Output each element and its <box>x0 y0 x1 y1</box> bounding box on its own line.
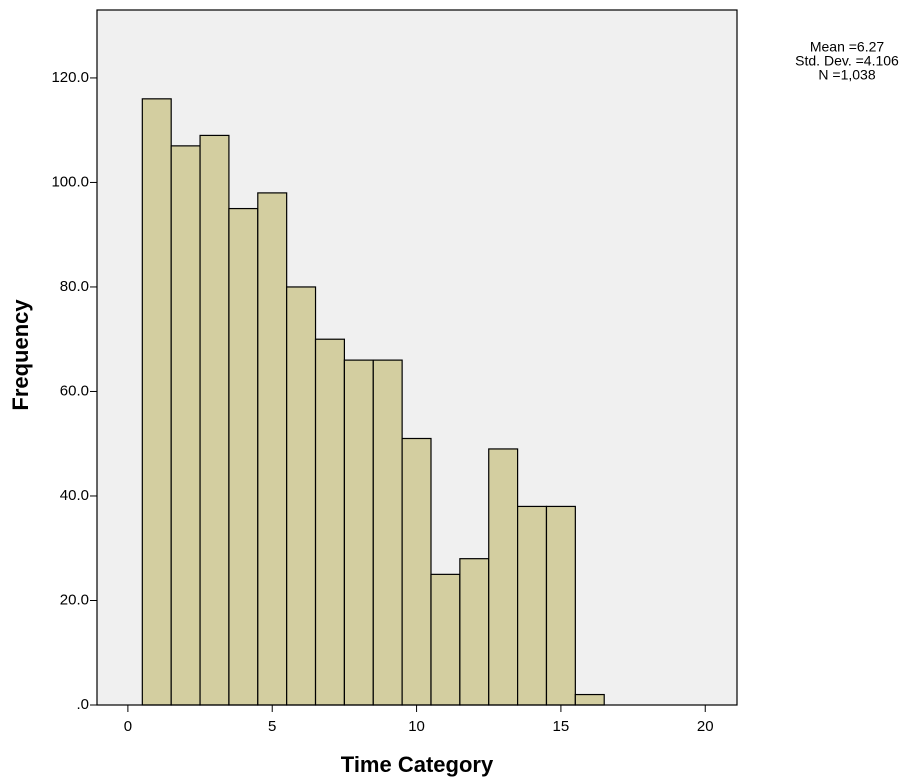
y-tick-label: 60.0 <box>60 382 89 399</box>
stat-annotation: Mean =6.27 <box>810 39 885 55</box>
stat-annotation: N =1,038 <box>818 67 875 83</box>
x-tick-label: 20 <box>697 718 714 735</box>
bar <box>228 207 259 706</box>
bar <box>459 558 490 706</box>
bar <box>286 286 317 706</box>
bar <box>517 505 548 706</box>
bar <box>257 192 288 706</box>
y-tick-label: 100.0 <box>51 173 89 190</box>
y-tick-label: 20.0 <box>60 591 89 608</box>
bar <box>574 693 605 706</box>
y-axis-title: Frequency <box>8 299 33 411</box>
y-tick-label: 80.0 <box>60 278 89 295</box>
bar <box>430 573 461 706</box>
bar <box>199 134 230 706</box>
y-tick-label: 120.0 <box>51 69 89 86</box>
bar <box>372 359 403 706</box>
bar <box>141 98 172 706</box>
x-tick-label: 10 <box>408 718 425 735</box>
bar <box>401 437 432 706</box>
bar <box>314 338 345 706</box>
x-axis-title: Time Category <box>341 752 494 777</box>
x-tick-label: 0 <box>124 718 132 735</box>
x-tick-label: 5 <box>268 718 276 735</box>
bar <box>343 359 374 706</box>
y-tick-label: .0 <box>76 696 89 713</box>
x-tick-label: 15 <box>553 718 570 735</box>
bar <box>488 448 519 706</box>
y-tick-label: 40.0 <box>60 487 89 504</box>
stat-annotation: Std. Dev. =4.106 <box>795 53 899 69</box>
bar <box>545 505 576 706</box>
bar <box>170 145 201 706</box>
